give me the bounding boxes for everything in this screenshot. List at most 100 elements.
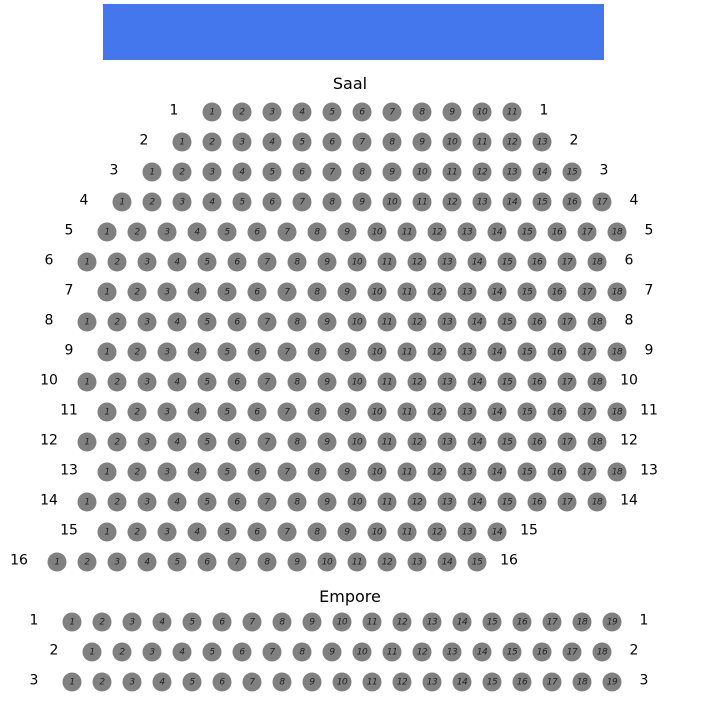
- seat[interactable]: 14: [487, 342, 507, 362]
- seat[interactable]: 10: [472, 102, 492, 122]
- seat[interactable]: 16: [527, 312, 547, 332]
- seat[interactable]: 11: [397, 462, 417, 482]
- seat[interactable]: 4: [167, 252, 187, 272]
- seat[interactable]: 13: [437, 372, 457, 392]
- seat[interactable]: 13: [457, 222, 477, 242]
- seat[interactable]: 16: [562, 192, 582, 212]
- seat[interactable]: 7: [277, 462, 297, 482]
- seat[interactable]: 11: [377, 432, 397, 452]
- seat[interactable]: 13: [532, 132, 552, 152]
- seat[interactable]: 9: [352, 192, 372, 212]
- seat[interactable]: 3: [157, 522, 177, 542]
- seat[interactable]: 4: [187, 522, 207, 542]
- seat[interactable]: 8: [307, 462, 327, 482]
- seat[interactable]: 5: [217, 402, 237, 422]
- seat[interactable]: 11: [397, 522, 417, 542]
- seat[interactable]: 7: [277, 282, 297, 302]
- seat[interactable]: 5: [182, 672, 202, 692]
- seat[interactable]: 12: [407, 492, 427, 512]
- seat[interactable]: 3: [122, 672, 142, 692]
- seat[interactable]: 17: [592, 192, 612, 212]
- seat[interactable]: 3: [262, 102, 282, 122]
- seat[interactable]: 11: [377, 252, 397, 272]
- seat[interactable]: 3: [122, 612, 142, 632]
- seat[interactable]: 17: [542, 612, 562, 632]
- seat[interactable]: 13: [437, 252, 457, 272]
- seat[interactable]: 2: [107, 432, 127, 452]
- seat[interactable]: 8: [352, 162, 372, 182]
- seat[interactable]: 13: [457, 342, 477, 362]
- seat[interactable]: 10: [367, 462, 387, 482]
- seat[interactable]: 1: [97, 282, 117, 302]
- seat[interactable]: 9: [337, 222, 357, 242]
- seat[interactable]: 10: [367, 282, 387, 302]
- seat[interactable]: 5: [292, 132, 312, 152]
- seat[interactable]: 4: [202, 192, 222, 212]
- seat[interactable]: 3: [137, 492, 157, 512]
- seat[interactable]: 9: [337, 462, 357, 482]
- seat[interactable]: 1: [77, 312, 97, 332]
- seat[interactable]: 11: [397, 222, 417, 242]
- seat[interactable]: 10: [332, 612, 352, 632]
- seat[interactable]: 1: [77, 492, 97, 512]
- seat[interactable]: 12: [427, 282, 447, 302]
- seat[interactable]: 1: [97, 342, 117, 362]
- seat[interactable]: 6: [212, 672, 232, 692]
- seat[interactable]: 1: [97, 522, 117, 542]
- seat[interactable]: 11: [442, 162, 462, 182]
- seat[interactable]: 16: [512, 672, 532, 692]
- seat[interactable]: 7: [322, 162, 342, 182]
- seat[interactable]: 7: [257, 492, 277, 512]
- seat[interactable]: 18: [587, 372, 607, 392]
- seat[interactable]: 9: [412, 132, 432, 152]
- seat[interactable]: 10: [332, 672, 352, 692]
- seat[interactable]: 1: [62, 612, 82, 632]
- seat[interactable]: 14: [467, 372, 487, 392]
- seat[interactable]: 2: [107, 372, 127, 392]
- seat[interactable]: 11: [472, 132, 492, 152]
- seat[interactable]: 5: [202, 642, 222, 662]
- seat[interactable]: 11: [397, 342, 417, 362]
- seat[interactable]: 7: [262, 642, 282, 662]
- seat[interactable]: 16: [547, 282, 567, 302]
- seat[interactable]: 11: [362, 612, 382, 632]
- seat[interactable]: 5: [217, 462, 237, 482]
- seat[interactable]: 17: [557, 372, 577, 392]
- seat[interactable]: 15: [517, 402, 537, 422]
- seat[interactable]: 1: [77, 432, 97, 452]
- seat[interactable]: 4: [187, 222, 207, 242]
- seat[interactable]: 16: [547, 402, 567, 422]
- seat[interactable]: 1: [97, 402, 117, 422]
- seat[interactable]: 15: [482, 672, 502, 692]
- seat[interactable]: 4: [187, 282, 207, 302]
- seat[interactable]: 7: [277, 402, 297, 422]
- seat[interactable]: 18: [592, 642, 612, 662]
- seat[interactable]: 13: [437, 432, 457, 452]
- seat[interactable]: 4: [167, 312, 187, 332]
- seat[interactable]: 2: [127, 402, 147, 422]
- seat[interactable]: 1: [62, 672, 82, 692]
- seat[interactable]: 18: [587, 432, 607, 452]
- seat[interactable]: 5: [197, 312, 217, 332]
- seat[interactable]: 15: [517, 222, 537, 242]
- seat[interactable]: 17: [577, 402, 597, 422]
- seat[interactable]: 1: [202, 102, 222, 122]
- seat[interactable]: 2: [127, 282, 147, 302]
- seat[interactable]: 5: [167, 552, 187, 572]
- seat[interactable]: 15: [497, 492, 517, 512]
- seat[interactable]: 10: [367, 222, 387, 242]
- seat[interactable]: 16: [527, 432, 547, 452]
- seat[interactable]: 16: [527, 492, 547, 512]
- seat[interactable]: 15: [532, 192, 552, 212]
- seat[interactable]: 13: [502, 162, 522, 182]
- seat[interactable]: 2: [172, 162, 192, 182]
- seat[interactable]: 9: [442, 102, 462, 122]
- seat[interactable]: 9: [337, 282, 357, 302]
- seat[interactable]: 3: [137, 312, 157, 332]
- seat[interactable]: 10: [412, 162, 432, 182]
- seat[interactable]: 17: [557, 252, 577, 272]
- seat[interactable]: 9: [317, 372, 337, 392]
- seat[interactable]: 5: [197, 252, 217, 272]
- seat[interactable]: 6: [212, 612, 232, 632]
- seat[interactable]: 9: [337, 402, 357, 422]
